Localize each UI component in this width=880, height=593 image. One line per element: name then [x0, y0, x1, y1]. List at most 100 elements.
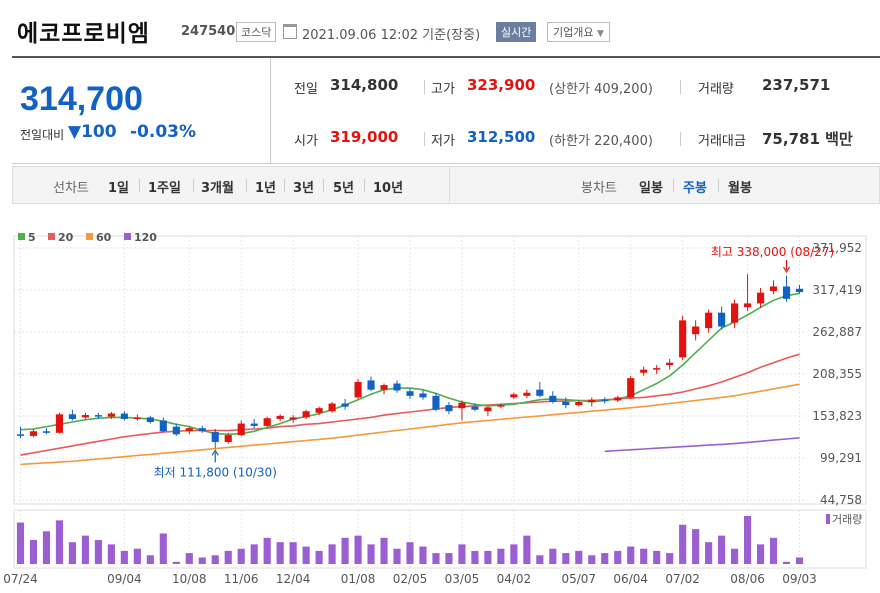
volume-bar [484, 550, 492, 564]
volume-bar [744, 516, 752, 564]
market-badge: 코스닥 [236, 22, 277, 42]
x-tick-label: 02/05 [393, 572, 428, 586]
volume-bar [601, 553, 609, 564]
stock-name: 에코프로비엠 [17, 21, 150, 47]
volume-bar [29, 540, 38, 564]
realtime-button[interactable]: 실시간 [496, 22, 537, 42]
volume-plot-frame [13, 509, 867, 569]
volume-bar [731, 548, 739, 564]
divider [323, 179, 324, 192]
period-10y[interactable]: 10년 [373, 181, 404, 196]
volume-bar [718, 535, 726, 564]
current-price: 314,700 [20, 80, 143, 118]
candle-body [120, 413, 128, 419]
candle-chart-label: 봉차트 [581, 181, 617, 196]
legend-swatch [48, 233, 55, 240]
candle-body [471, 406, 479, 410]
divider [193, 179, 194, 192]
candle-body [237, 423, 245, 436]
dropdown-arrow-icon: ▼ [596, 29, 604, 39]
period-3m[interactable]: 3개월 [201, 181, 234, 196]
volume-bar [380, 537, 388, 564]
candle-body [601, 399, 609, 402]
volume-bar [276, 542, 284, 564]
volume-bar [705, 542, 713, 564]
volume-bar [679, 524, 687, 564]
price-box: 314,700 전일대비 ▼100 -0.03% [12, 58, 271, 164]
ma60-line [20, 383, 800, 466]
low-value: 312,500 [467, 128, 536, 146]
prev-value: 314,800 [330, 76, 399, 94]
divider [680, 132, 681, 146]
period-1w[interactable]: 1주일 [148, 181, 181, 196]
low-label: 저가 [431, 134, 455, 149]
divider [673, 179, 674, 192]
candle-body [172, 426, 180, 435]
x-tick-label: 09/03 [782, 572, 817, 586]
candle-body [523, 392, 531, 396]
change-percent: -0.03% [130, 122, 197, 142]
candle-body [419, 393, 427, 398]
y-tick-label: 99,291 [820, 451, 862, 465]
period-1d[interactable]: 1일 [108, 181, 130, 196]
candle-body [536, 389, 544, 396]
open-value: 319,000 [330, 128, 399, 146]
legend-swatch [124, 233, 131, 240]
candle-body [107, 413, 115, 417]
period-3y[interactable]: 3년 [293, 181, 315, 196]
period-5y[interactable]: 5년 [333, 181, 355, 196]
candle-daily[interactable]: 일봉 [639, 181, 663, 196]
change-value: ▼100 [68, 122, 117, 142]
change-label: 전일대비 [20, 128, 65, 142]
candle-weekly[interactable]: 주봉 [683, 181, 707, 196]
volume-bar [471, 550, 479, 564]
volume-bar [211, 555, 219, 564]
candle-body [782, 286, 791, 299]
volume-bar [172, 561, 180, 564]
x-tick-label: 11/06 [224, 572, 259, 586]
x-tick-label: 04/02 [497, 572, 532, 586]
y-tick-label: 208,355 [812, 367, 862, 381]
ma20-line [20, 353, 800, 456]
candle-body [198, 428, 206, 432]
candle-body [367, 380, 375, 390]
calendar-icon [283, 24, 297, 39]
candle-body [769, 286, 778, 292]
divider [424, 132, 425, 146]
candle-monthly[interactable]: 월봉 [728, 181, 752, 196]
candle-body [666, 362, 674, 366]
volume-legend-swatch [826, 514, 830, 524]
volume-bar [289, 542, 297, 564]
volume-bar [393, 548, 401, 564]
y-tick-label: 371,952 [812, 241, 862, 255]
volume-bar [341, 537, 349, 564]
company-info-dropdown[interactable]: 기업개요 ▼ [547, 22, 610, 42]
volume-bar [55, 520, 64, 564]
candle-body [432, 395, 440, 410]
x-tick-label: 07/24 [3, 572, 38, 586]
x-tick-label: 01/08 [341, 572, 376, 586]
candle-body [614, 397, 622, 401]
volume-bar [432, 553, 440, 564]
x-tick-label: 06/04 [613, 572, 648, 586]
candle-body [29, 431, 38, 436]
price-chart: 371,952 317,419 262,887 208,355 153,823 99,29… [3, 231, 867, 586]
period-1y[interactable]: 1년 [255, 181, 277, 196]
candle-body [756, 292, 765, 304]
candle-body [497, 405, 505, 407]
volume-bar [81, 535, 89, 564]
min-arrow-head [211, 449, 219, 456]
divider [364, 179, 365, 192]
stock-header: 에코프로비엠 247540 코스닥 2021.09.06 12:02 기준(장중… [0, 0, 880, 56]
y-tick-label: 317,419 [812, 283, 862, 297]
ma120-line [604, 437, 800, 453]
candle-body [718, 312, 726, 327]
candle-body [640, 369, 648, 373]
volume-bar [146, 555, 154, 564]
y-tick-label: 262,887 [812, 325, 862, 339]
volume-bar [575, 550, 583, 564]
stock-code: 247540 [181, 24, 236, 39]
candle-body [315, 408, 323, 413]
legend-swatch [18, 233, 25, 240]
divider [284, 179, 285, 192]
